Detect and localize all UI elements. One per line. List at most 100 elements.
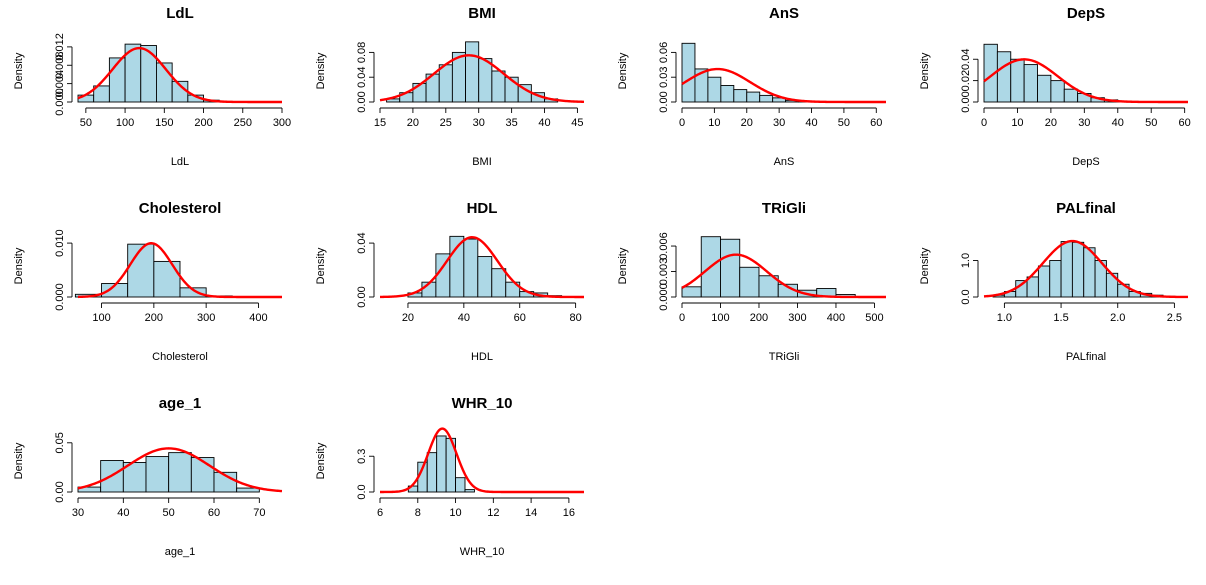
- x-tick-label: 100: [711, 312, 729, 324]
- histogram-bar: [464, 489, 475, 493]
- histogram-bar: [465, 41, 480, 103]
- histogram-bar: [140, 45, 157, 103]
- histogram-bar: [720, 238, 741, 298]
- x-axis-label: TRiGli: [769, 351, 800, 363]
- histogram-bar: [478, 58, 493, 103]
- x-tick-label: 1.0: [997, 312, 1012, 324]
- x-axis-label: AnS: [774, 156, 795, 168]
- histogram-bar: [179, 287, 207, 298]
- y-axis-label: Density: [919, 52, 931, 89]
- x-tick-label: 8: [415, 507, 421, 519]
- y-tick-label: 0.03: [658, 66, 670, 87]
- y-axis-label: Density: [617, 247, 629, 284]
- x-tick-label: 300: [273, 117, 291, 129]
- x-tick-label: 6: [377, 507, 383, 519]
- x-axis-label: Cholesterol: [152, 351, 208, 363]
- panel-title: WHR_10: [452, 395, 513, 412]
- x-tick-label: 15: [374, 117, 386, 129]
- x-tick-label: 50: [838, 117, 850, 129]
- y-tick-label: 0.000: [54, 283, 66, 311]
- histogram-bar: [436, 435, 447, 493]
- density-curve: [681, 253, 886, 299]
- x-tick-label: 25: [440, 117, 452, 129]
- y-tick-label: 0.04: [356, 232, 368, 253]
- histogram-bar: [1037, 265, 1051, 298]
- y-axis-label: Density: [315, 52, 327, 89]
- histogram-bar: [996, 51, 1012, 103]
- y-tick-label: 0.006: [658, 232, 670, 260]
- histogram-bar: [1049, 260, 1062, 298]
- histogram-bar: [1050, 80, 1065, 103]
- histogram-bar: [1060, 241, 1073, 298]
- histogram-bar: [1010, 58, 1025, 103]
- y-tick-label: 0.000: [54, 88, 66, 116]
- x-tick-label: 20: [407, 117, 419, 129]
- x-tick-label: 400: [249, 312, 267, 324]
- x-tick-label: 10: [449, 507, 461, 519]
- panel-title: TRiGli: [762, 200, 806, 217]
- x-tick-label: 40: [805, 117, 817, 129]
- histogram-bar: [491, 268, 507, 298]
- y-tick-label: 0.000: [658, 283, 670, 311]
- x-tick-label: 30: [473, 117, 485, 129]
- y-tick-label: 0.004: [54, 70, 66, 98]
- panel-title: age_1: [159, 395, 202, 412]
- x-tick-label: 30: [773, 117, 785, 129]
- x-tick-label: 200: [750, 312, 768, 324]
- histogram-bar: [236, 487, 260, 493]
- x-tick-label: 10: [1011, 117, 1023, 129]
- y-tick-label: 0.00: [54, 481, 66, 502]
- x-axis-label: DepS: [1072, 156, 1100, 168]
- y-axis-label: Density: [315, 247, 327, 284]
- y-tick-label: 0.08: [356, 42, 368, 63]
- histogram-bar: [190, 457, 215, 493]
- histogram-panel-deps: DepS 0 10 20 30 40 50 60 0.000.020.04 Density DepS: [919, 5, 1191, 168]
- histogram-panel-bmi: BMI 15 20 25 30 35 40 45 0.00 0.04 0.08 Density BMI: [315, 5, 585, 168]
- y-tick-label: 0.00: [960, 91, 972, 112]
- x-tick-label: 0: [679, 117, 685, 129]
- x-tick-label: 400: [827, 312, 845, 324]
- y-tick-label: 0.0: [960, 289, 972, 304]
- x-tick-label: 250: [234, 117, 252, 129]
- histogram-panel-ans: AnS 0 10 20 30 40 50 60 0.00 0.03 0.06 Density AnS: [617, 5, 886, 168]
- x-tick-label: 35: [505, 117, 517, 129]
- x-tick-label: 40: [538, 117, 550, 129]
- y-axis-label: Density: [13, 442, 25, 479]
- x-tick-label: 20: [402, 312, 414, 324]
- density-curve: [379, 427, 584, 494]
- y-tick-label: 1.0: [960, 253, 972, 268]
- y-axis-label: Density: [919, 247, 931, 284]
- x-tick-label: 40: [458, 312, 470, 324]
- x-tick-label: 100: [116, 117, 134, 129]
- histogram-bar: [168, 452, 192, 493]
- x-tick-label: 10: [708, 117, 720, 129]
- density-curve: [77, 447, 283, 493]
- histogram-bar: [681, 286, 702, 298]
- histogram-bar: [739, 266, 760, 298]
- x-tick-label: 45: [571, 117, 583, 129]
- histogram-bar: [1063, 88, 1079, 103]
- x-tick-label: 20: [1045, 117, 1057, 129]
- histogram-bar: [759, 94, 774, 103]
- y-tick-label: 0.02: [960, 70, 972, 91]
- y-tick-label: 0.00: [356, 91, 368, 112]
- histogram-bar: [426, 452, 438, 493]
- x-axis-label: WHR_10: [460, 546, 505, 558]
- x-axis-label: age_1: [165, 546, 196, 558]
- x-tick-label: 1.5: [1053, 312, 1068, 324]
- histogram-bar: [463, 238, 479, 298]
- histogram-bar: [1026, 276, 1039, 298]
- y-tick-label: 0.06: [658, 42, 670, 63]
- x-axis-label: HDL: [471, 351, 493, 363]
- x-tick-label: 60: [514, 312, 526, 324]
- y-tick-label: 0.0: [356, 484, 368, 499]
- y-axis-label: Density: [617, 52, 629, 89]
- panel-title: DepS: [1067, 5, 1105, 22]
- x-tick-label: 50: [1145, 117, 1157, 129]
- x-tick-label: 60: [870, 117, 882, 129]
- x-axis-label: BMI: [472, 156, 492, 168]
- x-tick-label: 500: [865, 312, 883, 324]
- x-tick-label: 14: [525, 507, 537, 519]
